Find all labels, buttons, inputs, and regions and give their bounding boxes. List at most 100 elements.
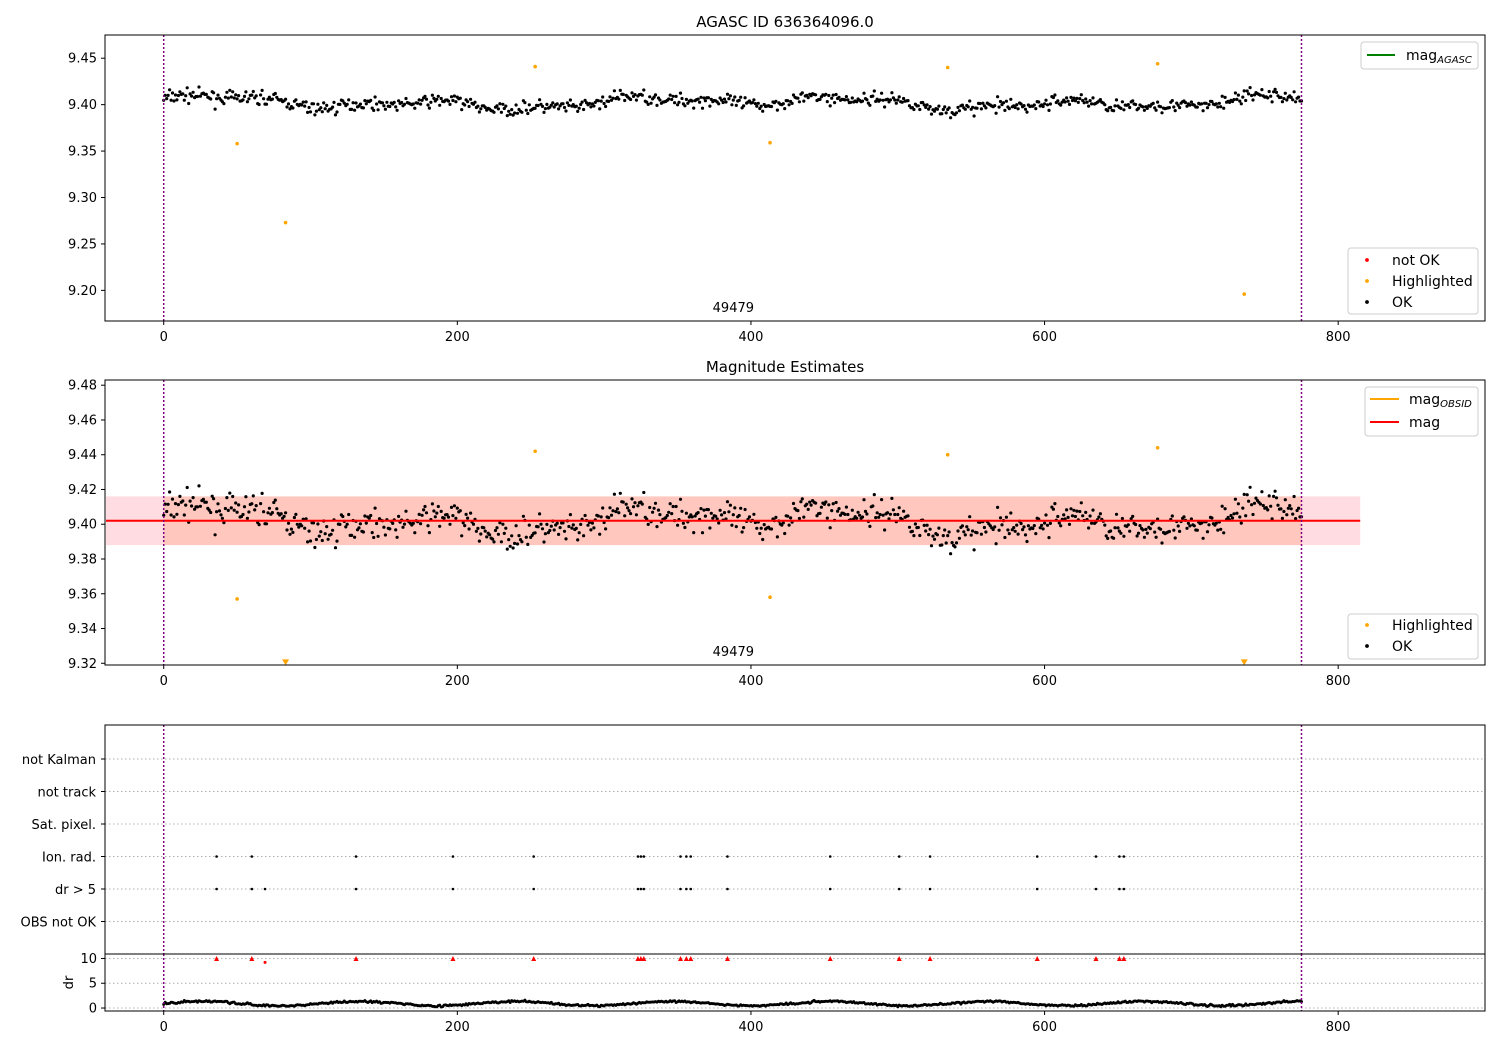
data-point [1129,517,1133,521]
data-point [499,110,503,114]
data-point [824,92,828,96]
flag-point [636,887,640,891]
data-point [690,99,694,103]
data-point [844,95,849,99]
data-point [1091,96,1095,100]
data-point [1233,497,1237,501]
data-point [313,113,317,117]
data-point [1015,103,1019,107]
data-point [502,106,506,111]
data-point [345,522,349,526]
data-point [325,525,329,529]
annotation-label: 49479 [713,645,754,660]
data-point [181,92,185,96]
data-point [190,94,194,98]
dr-clipped-marker [641,955,647,961]
data-point [862,498,866,502]
highlighted-point [283,220,288,225]
data-point [501,102,505,106]
flag-point [642,887,646,891]
data-point [1131,514,1135,519]
data-point [843,98,847,102]
data-point [426,103,430,107]
data-point [241,512,245,517]
data-point [1119,531,1123,535]
data-point [929,112,934,116]
data-point [267,506,271,510]
data-point [1176,524,1180,528]
data-point [885,511,890,515]
data-point [906,99,910,103]
data-point [634,513,639,517]
data-point [758,531,762,536]
data-point [1065,96,1069,100]
data-point [658,513,662,517]
data-point [448,102,452,106]
data-point [653,501,658,505]
data-point [906,514,910,518]
x-tick-label: 200 [445,330,470,345]
data-point [319,530,323,534]
data-point [1066,99,1070,103]
data-point [598,532,602,536]
data-point [797,100,802,104]
data-point [543,107,548,111]
data-point [1239,102,1243,106]
data-point [912,534,916,538]
data-point [524,108,528,112]
flag-point [250,855,254,858]
data-point [1273,87,1277,91]
data-point [1016,107,1020,111]
legend-marker [1365,279,1369,283]
data-point [925,523,929,527]
data-point [1244,98,1248,103]
data-point [629,97,633,102]
data-point [680,96,684,101]
data-point [383,107,387,111]
x-tick-label: 0 [160,330,168,345]
data-point [1051,95,1055,100]
data-point [491,537,495,541]
data-point [1282,97,1286,101]
data-point [1251,98,1255,102]
data-point [1006,528,1010,532]
data-point [1021,528,1025,532]
data-point [887,517,891,521]
data-point [1210,516,1214,520]
data-point [562,105,567,110]
plot-frame [104,379,1486,666]
data-point [971,529,975,533]
data-point [957,109,962,113]
data-point [640,93,644,97]
data-point [941,534,945,538]
data-point [511,546,515,550]
data-point [1142,108,1146,112]
data-point [564,537,568,541]
data-point [1242,89,1246,93]
data-point [1103,523,1107,527]
data-point [589,528,593,532]
data-point [819,505,824,509]
data-point [658,98,662,102]
data-point [1072,508,1076,512]
data-point [833,101,837,105]
data-point [1073,514,1077,519]
data-point [404,509,408,513]
data-point [479,107,483,111]
data-point [814,501,818,505]
data-point [827,93,831,98]
data-point [722,510,727,515]
data-point [640,502,644,506]
data-point [350,107,354,111]
data-point [924,105,928,109]
data-point [498,521,502,525]
data-point [411,521,415,526]
data-point [699,507,703,511]
data-point [245,516,249,520]
data-point [1248,86,1252,90]
data-point [448,522,452,526]
data-point [561,102,565,106]
data-point [558,526,562,530]
data-point [836,509,840,513]
data-point [805,93,809,97]
